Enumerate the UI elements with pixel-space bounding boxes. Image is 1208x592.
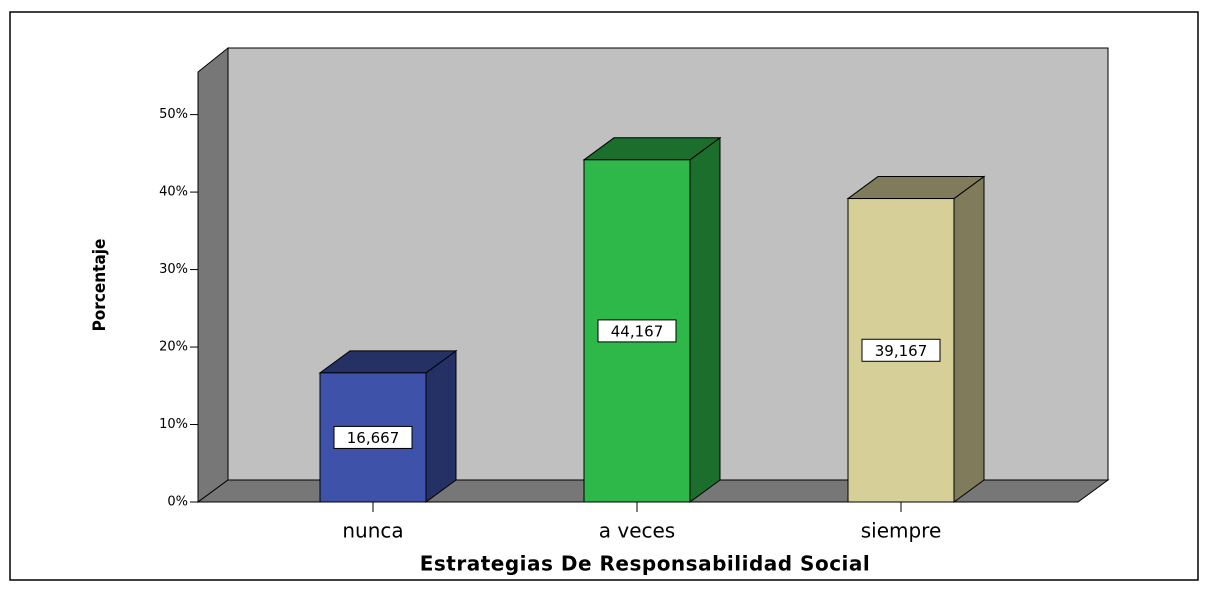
- value-label-box: [597, 319, 677, 343]
- y-tick-label: 20%: [159, 340, 188, 355]
- value-label: 44,167: [611, 322, 664, 340]
- y-tick-label: 10%: [159, 417, 188, 432]
- bar-side: [689, 136, 721, 503]
- y-tick-label: 50%: [159, 107, 188, 122]
- x-axis-title: Estrategias De Responsabilidad Social: [420, 552, 871, 576]
- y-tick-label: 0%: [167, 495, 188, 510]
- x-tick-label: nunca: [342, 519, 403, 543]
- y-tick-label: 40%: [159, 185, 188, 200]
- bar-side: [425, 349, 457, 503]
- y-tick-label: 30%: [159, 262, 188, 277]
- value-label-box: [861, 338, 941, 362]
- y-axis-title: Porcentaje: [90, 239, 110, 332]
- value-label: 39,167: [875, 342, 928, 360]
- x-tick-label: siempre: [861, 519, 942, 543]
- x-tick-label: a veces: [599, 519, 675, 543]
- bar-side: [953, 175, 985, 503]
- value-label-box: [333, 425, 413, 449]
- left-wall: [197, 46, 229, 503]
- value-label: 16,667: [347, 429, 400, 447]
